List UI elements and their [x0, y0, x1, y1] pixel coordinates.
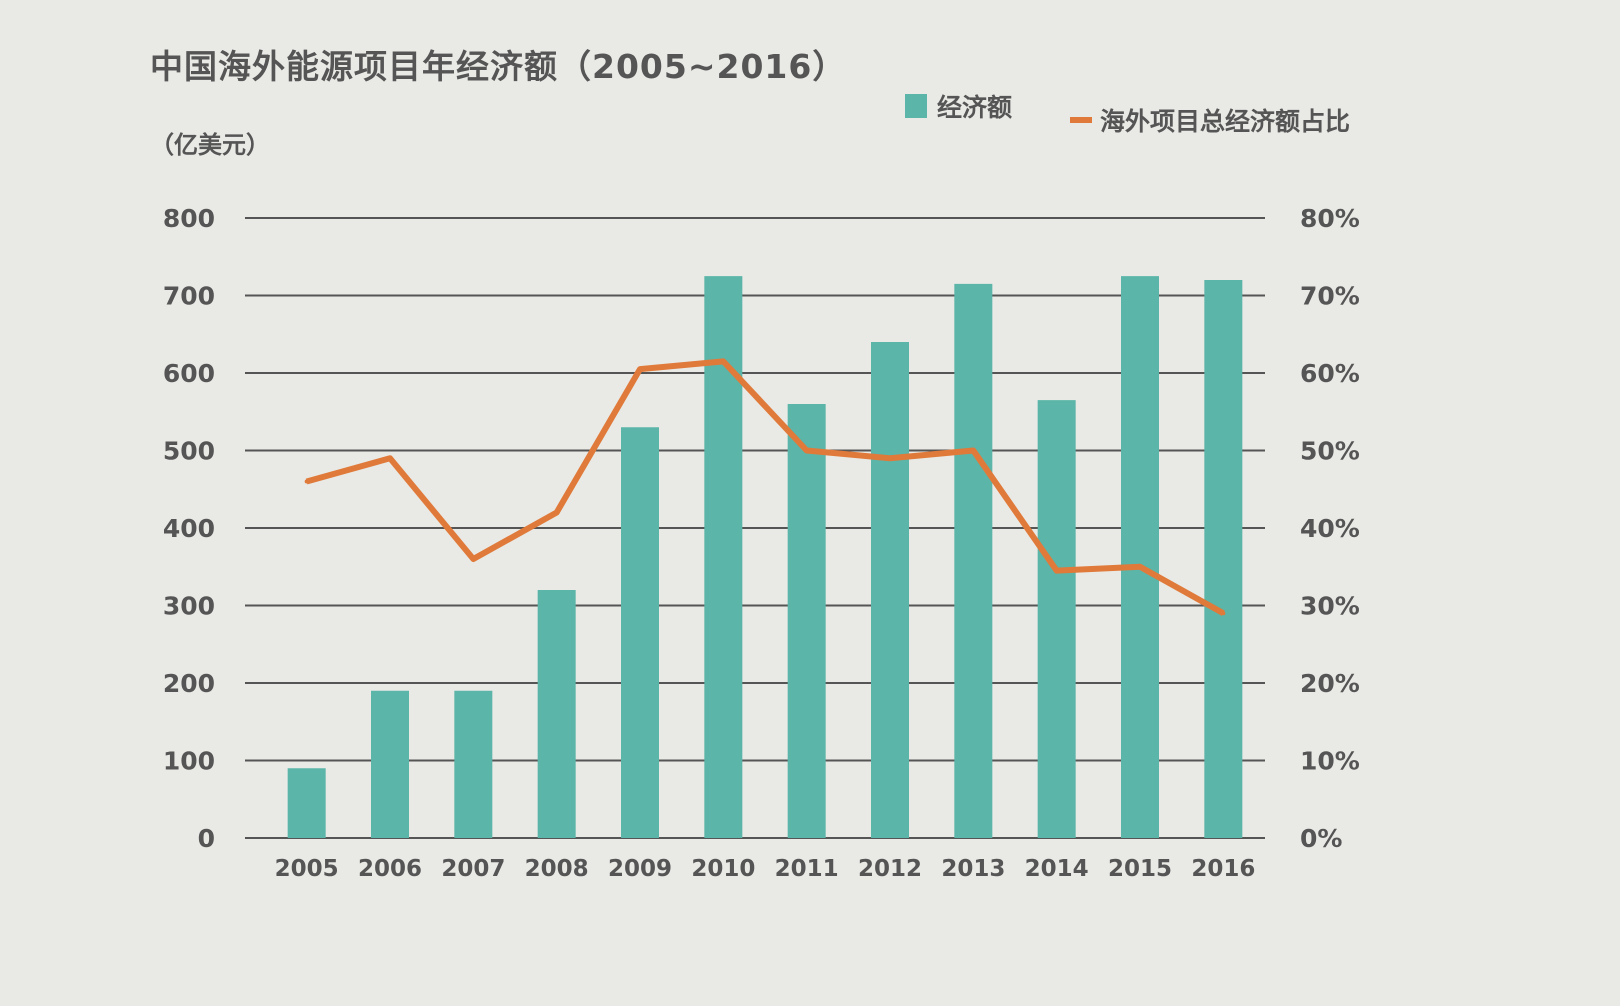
bar-2016: [1204, 280, 1243, 838]
x-tick: 2007: [441, 856, 505, 882]
x-tick: 2005: [275, 856, 339, 882]
y-tick-right: 0%: [1300, 824, 1342, 853]
y-tick-right: 80%: [1300, 204, 1360, 233]
bar-2015: [1121, 276, 1159, 838]
x-tick: 2011: [775, 856, 839, 882]
line-point-2014: [1054, 568, 1059, 573]
y-tick-left: 500: [163, 437, 215, 466]
y-tick-right: 10%: [1300, 747, 1360, 776]
x-tick: 2009: [608, 856, 672, 882]
bar-2014: [1037, 400, 1076, 838]
line-point-2007: [471, 557, 476, 561]
line-point-2005: [304, 479, 309, 484]
legend-item-bar: 经济额: [905, 88, 1012, 124]
line-point-2016: [1221, 611, 1226, 616]
line-point-2010: [721, 359, 726, 364]
line-point-2008: [554, 510, 559, 515]
line-point-2006: [388, 456, 392, 461]
legend-swatch-bar: [905, 94, 927, 118]
x-tick: 2006: [358, 856, 422, 882]
bar-2012: [871, 342, 909, 838]
y-tick-right: 40%: [1300, 514, 1360, 543]
chart-title: 中国海外能源项目年经济额（2005~2016）: [150, 47, 847, 86]
x-tick: 2012: [858, 856, 922, 882]
y-tick-left: 400: [163, 514, 215, 543]
bar-2007: [454, 690, 493, 838]
line-point-2013: [971, 448, 976, 453]
x-tick: 2015: [1108, 856, 1172, 882]
line-point-2011: [804, 448, 809, 453]
y-tick-left: 100: [163, 747, 215, 776]
y-tick-right: 30%: [1300, 592, 1360, 621]
line-point-2012: [888, 456, 892, 461]
legend-swatch-line: [1070, 117, 1092, 123]
line-point-2015: [1138, 564, 1142, 569]
y-tick-right: 70%: [1300, 282, 1360, 311]
legend-label-bar: 经济额: [937, 93, 1013, 122]
x-tick: 2016: [1191, 856, 1255, 882]
y-tick-left: 200: [163, 669, 215, 698]
x-tick: 2014: [1025, 856, 1089, 882]
bar-2008: [537, 590, 576, 838]
line-point-2009: [638, 367, 642, 372]
legend-item-line: 海外项目总经济额占比: [1070, 102, 1350, 138]
y-tick-left: 700: [163, 282, 215, 311]
bar-2006: [371, 690, 409, 838]
y-tick-right: 60%: [1300, 359, 1360, 388]
bar-2010: [704, 276, 743, 838]
bar-2013: [954, 283, 993, 838]
y-tick-left: 800: [163, 204, 215, 233]
bar-2005: [287, 768, 326, 838]
y-axis-left-label: （亿美元）: [150, 131, 270, 159]
bar-2011: [787, 404, 826, 838]
y-tick-right: 20%: [1300, 669, 1360, 698]
y-tick-left: 0: [198, 824, 215, 853]
y-tick-left: 600: [163, 359, 215, 388]
y-tick-right: 50%: [1300, 437, 1360, 466]
bar-2009: [621, 427, 659, 838]
x-tick: 2008: [525, 856, 589, 882]
x-tick: 2010: [691, 856, 755, 882]
y-tick-left: 300: [163, 592, 215, 621]
legend-label-line: 海外项目总经济额占比: [1100, 107, 1351, 136]
x-tick: 2013: [941, 856, 1005, 882]
line-series: [305, 358, 1225, 616]
